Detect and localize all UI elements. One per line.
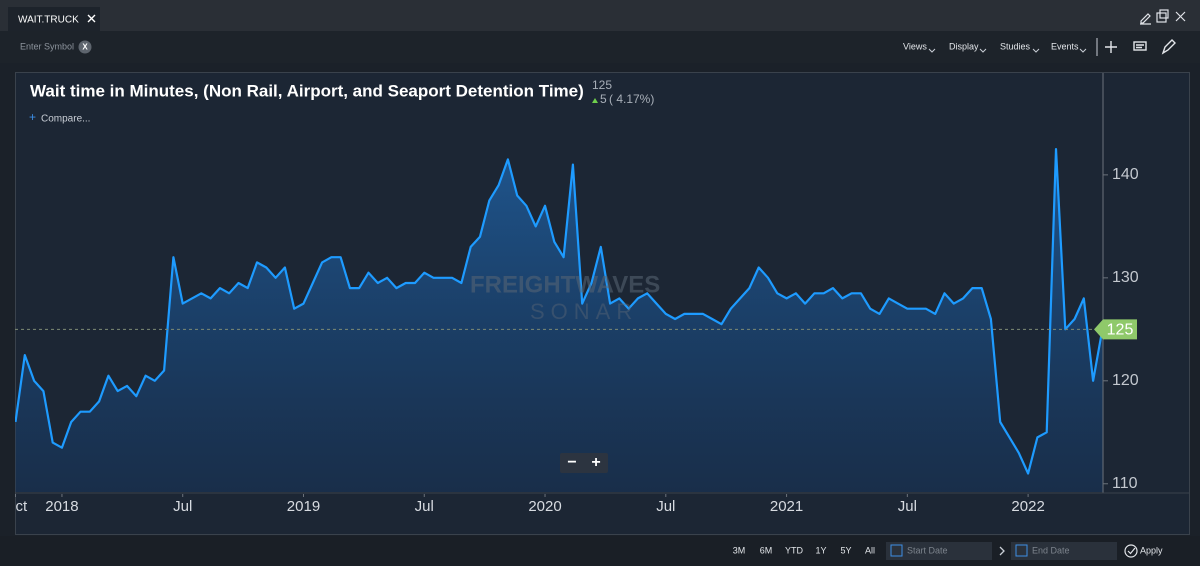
menu-chevrons	[928, 38, 1098, 56]
clear-button[interactable]	[78, 40, 92, 54]
x-tick-label: Jul	[898, 498, 917, 515]
last-value-label: 125	[1107, 322, 1134, 339]
y-tick-label: 130	[1112, 269, 1139, 286]
change-percent: ( 4.17%)	[609, 92, 654, 106]
y-tick-label: 120	[1112, 372, 1139, 389]
change: 5	[600, 92, 607, 106]
x-tick-label: 2022	[1011, 498, 1044, 515]
calendar-icon	[1015, 544, 1028, 557]
end-date: End Date	[1032, 545, 1070, 555]
x-tick-label: 2019	[287, 498, 320, 515]
x-tick-label: Jul	[173, 498, 192, 515]
date-arrow	[999, 546, 1005, 556]
range-5y[interactable]: 5Y	[840, 545, 851, 555]
zoom-controls	[560, 453, 608, 473]
range-6m[interactable]: 6M	[760, 545, 773, 555]
watermark-top: FREIGHTWAVES	[470, 271, 660, 298]
x-tick-label: 2018	[45, 498, 78, 515]
clear-label: X	[82, 43, 88, 52]
range-ytd[interactable]: YTD	[785, 545, 804, 555]
compare-link[interactable]: Compare...	[41, 114, 90, 125]
end-date-field[interactable]	[1011, 542, 1117, 560]
tool-icons[interactable]	[1105, 39, 1176, 55]
up-arrow	[592, 98, 598, 103]
tab[interactable]	[8, 7, 100, 31]
toolbar	[0, 31, 1200, 63]
x-tick-label: Jul	[656, 498, 675, 515]
plot-area	[15, 148, 1103, 492]
menu-studies[interactable]: Studies	[1000, 41, 1031, 51]
compare-plus[interactable]: +	[29, 110, 36, 124]
range-all[interactable]: All	[865, 545, 875, 555]
apply-button[interactable]: Apply	[1140, 545, 1163, 555]
x-tick-label: Jul	[415, 498, 434, 515]
zoom-out[interactable]: −	[567, 454, 576, 471]
line	[15, 148, 1103, 475]
start-date: Start Date	[907, 545, 948, 555]
apply-check	[1127, 547, 1136, 555]
calendar-icon	[890, 544, 903, 557]
last-value-tag	[1094, 319, 1137, 340]
tab-title: WAIT.TRUCK	[18, 15, 79, 26]
tab-bar	[0, 0, 1200, 31]
menu-display[interactable]: Display	[949, 41, 979, 51]
chart-title: Wait time in Minutes, (Non Rail, Airport…	[30, 81, 584, 100]
x-axis: Oct 2018 Jul 2019 Jul 2020 Jul 2021 Jul 2022	[4, 494, 1045, 515]
x-tick-label: 2021	[770, 498, 803, 515]
zoom-in[interactable]: +	[591, 454, 600, 471]
menu-views[interactable]: Views	[903, 41, 927, 51]
start-date-field[interactable]	[886, 542, 992, 560]
watermark-bottom: SONAR	[530, 299, 638, 324]
menu-events[interactable]: Events	[1051, 41, 1079, 51]
range-3m[interactable]: 3M	[733, 545, 746, 555]
y-tick-label: 140	[1112, 166, 1139, 183]
area-fill	[15, 149, 1103, 492]
y-tick-label: 110	[1112, 475, 1138, 492]
range-1y[interactable]: 1Y	[815, 545, 826, 555]
y-axis: 110 120 130 140 125	[1094, 166, 1139, 492]
x-tick-label: 2020	[528, 498, 561, 515]
apply-icon	[1124, 544, 1138, 558]
tab-close[interactable]	[87, 14, 96, 23]
window-icons[interactable]	[1140, 9, 1186, 25]
last-value: 125	[592, 78, 612, 92]
footer	[0, 536, 1200, 566]
x-tick-label: Oct	[4, 498, 28, 515]
symbol-input[interactable]: Enter Symbol	[20, 41, 74, 51]
